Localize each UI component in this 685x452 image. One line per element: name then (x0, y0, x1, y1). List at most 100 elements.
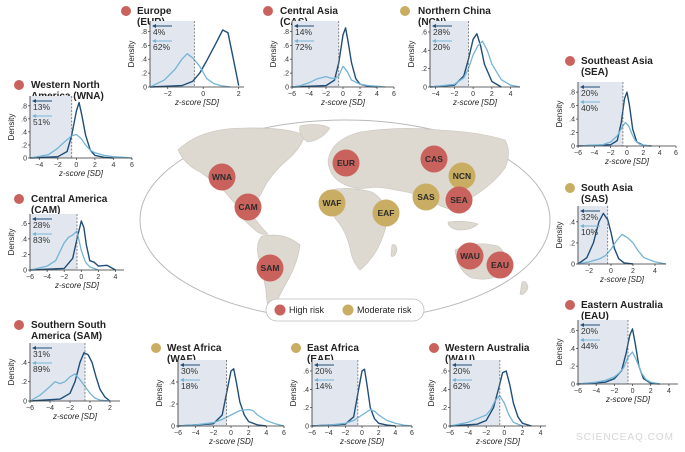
title-risk-dot (400, 6, 410, 16)
chart-subtitle: (WAU) (445, 354, 475, 365)
x-tick-label: 2 (247, 430, 251, 437)
legend-high-risk-label: High risk (289, 305, 325, 315)
exceedance-arrowhead-light (152, 39, 156, 43)
north-america-land (177, 127, 306, 213)
density-curve-dark (29, 220, 116, 271)
x-tick-label: −6 (288, 91, 296, 98)
chart-sea: Southeast Asia(SEA) 0 .2 .4 .6 .8 −6 −4 −2 0 2 4 6 De… (555, 56, 678, 166)
chart-subtitle: America (SAM) (31, 331, 102, 342)
exceedance-pct-dark: 20% (453, 366, 470, 376)
title-risk-dot (263, 6, 273, 16)
map-marker-circle (208, 163, 236, 191)
exceedance-pct-dark: 20% (581, 88, 598, 98)
x-tick-label: 4 (653, 268, 657, 275)
exceedance-pct-dark: 13% (33, 102, 50, 112)
x-axis-label: z-score [SD] (174, 98, 220, 107)
risk-legend: High risk Moderate risk (265, 298, 425, 322)
title-risk-dot (565, 183, 575, 193)
x-tick-label: −4 (46, 405, 54, 412)
chart-title: Southern South (31, 320, 106, 331)
title-risk-dot (151, 343, 161, 353)
map-marker-circle (332, 149, 360, 177)
x-tick-label: −6 (574, 150, 582, 157)
exceedance-pct-light: 44% (581, 341, 598, 351)
x-tick-label: −2 (482, 430, 490, 437)
x-tick-label: 4 (375, 91, 379, 98)
below-threshold-shade (450, 360, 500, 426)
y-tick-label: 0 (571, 144, 575, 151)
exceedance-pct-light: 18% (181, 381, 198, 391)
map-marker-label: CAS (425, 154, 443, 164)
chart-wau: Western Australia(WAU) 0 .2 .4 .6 −6 −4 −2 0 2 4 De… (427, 343, 546, 446)
density-curve-light (291, 65, 386, 88)
x-tick-label: 2 (93, 162, 97, 169)
map-marker-wau: WAU (456, 242, 484, 270)
map-marker-label: CAM (238, 202, 257, 212)
y-tick-label: .4 (421, 48, 427, 55)
map-marker-circle (445, 186, 473, 214)
x-tick-label: 4 (509, 91, 513, 98)
y-axis-label: Density (7, 359, 16, 386)
x-tick-label: −6 (308, 430, 316, 437)
density-curve-light (177, 408, 285, 427)
y-axis-label: Density (555, 222, 564, 249)
legend-moderate-risk-swatch (342, 304, 354, 316)
map-marker-circle (318, 189, 346, 217)
exceedance-pct-dark: 31% (33, 349, 50, 359)
x-axis-label: z-score [SD] (208, 437, 254, 446)
x-tick-label: 0 (88, 405, 92, 412)
legend-moderate-risk-label: Moderate risk (357, 305, 412, 315)
x-axis-label: z-score [SD] (58, 169, 104, 178)
x-tick-label: −4 (590, 150, 598, 157)
title-risk-dot (14, 194, 24, 204)
y-axis-label: Density (407, 41, 416, 68)
x-tick-label: 0 (341, 91, 345, 98)
title-risk-dot (14, 80, 24, 90)
y-tick-label: .6 (141, 43, 147, 50)
density-curve-dark (311, 368, 396, 427)
exceedance-arrowhead-dark (452, 363, 456, 367)
x-tick-label: 0 (74, 162, 78, 169)
y-tick-label: 0 (23, 268, 27, 275)
map-marker-wna: WNA (208, 163, 236, 191)
greenland-land (299, 124, 331, 143)
map-marker-circle (448, 162, 476, 190)
exceedance-pct-light: 62% (153, 42, 170, 52)
map-marker-eau: EAU (486, 251, 514, 279)
density-curve-light (577, 351, 660, 385)
y-tick-label: 0 (171, 424, 175, 431)
title-risk-dot (565, 300, 575, 310)
exceedance-arrowhead-light (580, 224, 584, 228)
y-tick-label: .6 (569, 103, 575, 110)
x-tick-label: 0 (471, 91, 475, 98)
exceedance-arrowhead-light (32, 114, 36, 118)
y-tick-label: .4 (569, 346, 575, 353)
x-tick-label: 4 (393, 430, 397, 437)
density-curve-light (29, 133, 133, 159)
y-tick-label: .4 (441, 387, 447, 394)
chart-title: East Africa (307, 343, 359, 354)
density-curve-light (429, 40, 521, 88)
x-tick-label: 6 (410, 430, 414, 437)
x-tick-label: 4 (114, 274, 118, 281)
map-marker-label: WAU (460, 251, 480, 261)
chart-cam: Central America(CAM) 0 .2 .4 .6 −6 −4 −2 0 2 4 Dens… (7, 194, 124, 290)
x-tick-label: 0 (631, 388, 635, 395)
chart-title: Europe (137, 6, 172, 17)
x-tick-label: 2 (649, 388, 653, 395)
x-axis-label: z-score [SD] (339, 437, 385, 446)
exceedance-arrowhead-dark (580, 209, 584, 213)
x-tick-label: −2 (610, 388, 618, 395)
x-axis-label: z-score [SD] (54, 281, 100, 290)
x-tick-label: −6 (574, 388, 582, 395)
exceedance-arrowhead-dark (32, 99, 36, 103)
chart-title: Central America (31, 194, 108, 205)
map-marker-label: SAS (417, 192, 435, 202)
x-tick-label: −4 (192, 430, 200, 437)
y-tick-label: .8 (569, 90, 575, 97)
density-curve-light (29, 230, 99, 271)
chart-title: Eastern Australia (581, 300, 663, 311)
y-tick-label: 0 (23, 156, 27, 163)
x-tick-label: 6 (282, 430, 286, 437)
